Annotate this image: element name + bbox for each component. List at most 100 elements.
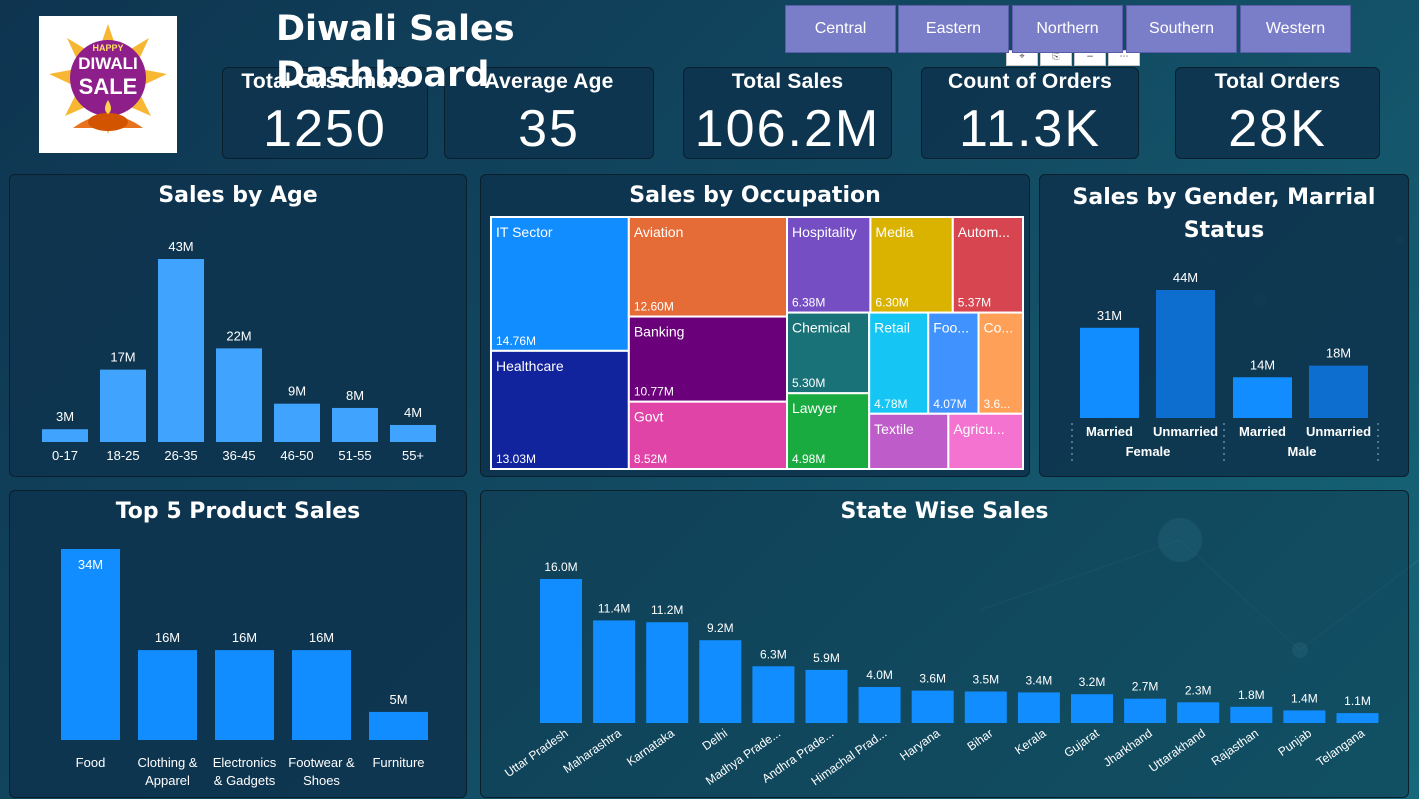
treemap-tile-value: 8.52M — [634, 452, 667, 466]
x-tick-label: Rajasthan — [1209, 726, 1261, 768]
slicer-western[interactable]: Western — [1240, 5, 1351, 53]
treemap-tile-name: Co... — [984, 320, 1014, 336]
bar — [1177, 702, 1220, 723]
slicer-central[interactable]: Central — [785, 5, 896, 53]
more-options-icon[interactable]: ⋯ — [1108, 50, 1140, 66]
x-tick-label: Apparel — [145, 773, 190, 788]
data-label: 2.3M — [1185, 683, 1212, 697]
kpi-value: 1250 — [263, 100, 387, 158]
kpi-total-orders: Total Orders 28K — [1175, 67, 1380, 159]
treemap-tile-name: Agricu... — [953, 421, 1004, 437]
slicer-southern[interactable]: Southern — [1126, 5, 1237, 53]
data-label: 4.0M — [866, 668, 893, 682]
bar — [158, 259, 204, 442]
treemap-tile — [627, 400, 789, 470]
x-tick-label: 55+ — [402, 448, 424, 463]
treemap-tile-value: 10.77M — [634, 385, 674, 399]
sales-by-age-title: Sales by Age — [158, 183, 318, 208]
data-label: 1.1M — [1344, 694, 1371, 708]
logo-line1: HAPPY — [92, 43, 123, 53]
data-label: 3.6M — [919, 672, 946, 686]
x-tick-label: 26-35 — [164, 448, 197, 463]
sales-by-occupation-treemap: IT Sector 14.76M Healthcare 13.03M Aviation 1… — [490, 216, 1024, 470]
treemap-tile — [947, 412, 1024, 470]
x-tick-label: Haryana — [897, 726, 942, 764]
x-tick-label: Uttar Pradesh — [502, 726, 571, 780]
sales-by-gender-panel: Sales by Gender, Marrial Status 31M Marri… — [1039, 174, 1409, 477]
kpi-value: 35 — [518, 100, 580, 158]
x-tick-label: Unmarried — [1306, 424, 1371, 439]
treemap-tile-name: IT Sector — [496, 224, 553, 240]
bar — [1156, 290, 1215, 418]
bar — [805, 669, 848, 723]
treemap-tile-name: Textile — [874, 421, 914, 437]
sales-by-gender-title: Sales by Gender, Marrial Status — [1072, 185, 1376, 243]
data-label: 8M — [346, 388, 364, 403]
x-tick-label: Uttarakhand — [1146, 726, 1208, 775]
sales-by-age-chart: 3M 0-17 17M 18-25 43M 26-35 22M 36-45 9M 46-50 8M 5… — [42, 239, 436, 463]
x-tick-label: Telangana — [1314, 726, 1368, 769]
group-label: Male — [1288, 444, 1317, 459]
treemap-tile-name: Retail — [874, 320, 910, 336]
data-label: 3.5M — [972, 673, 999, 687]
bar — [42, 429, 88, 442]
x-tick-label: Electronics — [213, 755, 277, 770]
data-label: 4M — [404, 405, 422, 420]
data-label: 16M — [309, 630, 334, 645]
x-tick-label: Maharashtra — [561, 726, 624, 776]
kpi-value: 28K — [1228, 100, 1327, 158]
treemap-tile — [490, 349, 630, 470]
bar — [215, 650, 274, 740]
bar — [1124, 698, 1167, 723]
treemap-tile — [868, 412, 950, 470]
bar — [1336, 713, 1379, 723]
bar — [292, 650, 351, 740]
data-label: 16M — [155, 630, 180, 645]
bar — [593, 620, 636, 723]
sales-by-occupation-panel: Sales by Occupation IT Sector 14.76M Healt… — [480, 174, 1030, 477]
bar — [1309, 365, 1368, 418]
data-label: 16M — [232, 630, 257, 645]
treemap-tile — [786, 311, 871, 395]
kpi-label: Average Age — [484, 70, 614, 93]
bar — [646, 622, 689, 723]
state-wise-sales-title: State Wise Sales — [840, 499, 1049, 524]
state-wise-sales-chart: 16.0M Uttar Pradesh 11.4M Maharashtra 11.2M K… — [502, 560, 1379, 788]
treemap-tile-value: 12.60M — [634, 300, 674, 314]
x-tick-label: 18-25 — [106, 448, 139, 463]
slicer-northern[interactable]: Northern — [1012, 5, 1123, 53]
treemap-tile — [786, 216, 872, 314]
treemap-tile — [868, 311, 930, 415]
bar — [274, 403, 320, 442]
kpi-total-sales: Total Sales 106.2M — [683, 67, 892, 159]
top-product-sales-panel: Top 5 Product Sales 34M Food 16M Clothing &… — [9, 490, 467, 798]
bar — [1283, 710, 1326, 723]
slicer-eastern[interactable]: Eastern — [898, 5, 1009, 53]
x-tick-label: Furniture — [372, 755, 424, 770]
bar — [100, 369, 146, 442]
x-tick-label: Bihar — [965, 726, 996, 754]
logo-line3: SALE — [79, 74, 138, 99]
kpi-label: Count of Orders — [948, 70, 1112, 93]
logo-line2: DIWALI — [78, 54, 138, 73]
bar — [61, 549, 120, 740]
bar — [1071, 694, 1113, 723]
x-tick-label: Footwear & — [288, 755, 355, 770]
top-product-sales-chart: 34M Food 16M Clothing & Apparel 16M Electronic… — [61, 549, 428, 788]
treemap-tile-name: Chemical — [792, 320, 850, 336]
data-label: 44M — [1173, 270, 1198, 285]
x-tick-label: Kerala — [1012, 726, 1049, 758]
diwali-sale-logo: HAPPY DIWALI SALE — [39, 16, 177, 153]
data-label: 2.7M — [1132, 680, 1159, 694]
bar — [1017, 692, 1060, 723]
kpi-count-of-orders: Count of Orders 11.3K — [921, 67, 1139, 159]
data-label: 5M — [389, 692, 407, 707]
treemap-tile-value: 6.30M — [875, 296, 908, 310]
treemap-tile-name: Hospitality — [792, 224, 857, 240]
treemap-tile-name: Foo... — [933, 320, 969, 336]
treemap-tile-name: Govt — [634, 409, 664, 425]
x-tick-label: 51-55 — [338, 448, 371, 463]
sales-by-occupation-title: Sales by Occupation — [629, 183, 881, 208]
data-label: 1.4M — [1291, 691, 1318, 705]
diwali-logo-icon: HAPPY DIWALI SALE — [49, 24, 167, 134]
